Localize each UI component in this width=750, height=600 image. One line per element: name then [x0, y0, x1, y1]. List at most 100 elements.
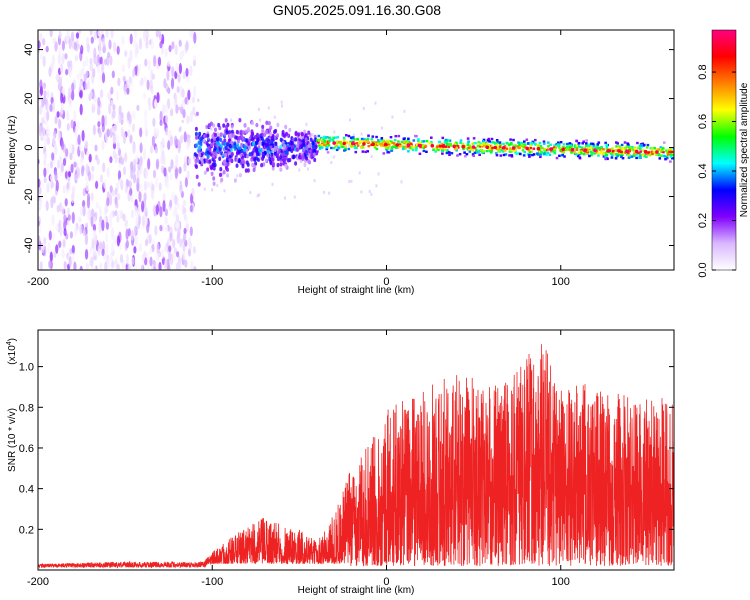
heatmap-cell [184, 176, 188, 188]
heatmap-cell [485, 149, 489, 153]
heatmap-cell [117, 147, 122, 157]
heatmap-cell [246, 126, 250, 132]
heatmap-cell [54, 41, 58, 50]
heatmap-cell [596, 144, 599, 147]
heatmap-cell [261, 141, 265, 146]
heatmap-cell [386, 139, 389, 142]
spectrogram-ytick-label: -40 [23, 238, 35, 254]
snr-scale-prefix: (x10 [7, 345, 18, 365]
heatmap-cell [100, 89, 104, 99]
heatmap-cell [140, 264, 144, 270]
heatmap-cell [121, 64, 125, 73]
heatmap-cell [223, 141, 227, 147]
heatmap-cell [78, 69, 83, 80]
heatmap-cell [222, 170, 226, 175]
heatmap-cell [177, 73, 181, 84]
snr-ylabel: SNR (10 * v/v) [7, 408, 18, 472]
heatmap-cell [156, 242, 160, 255]
heatmap-cell [366, 138, 369, 141]
heatmap-cell [589, 146, 593, 149]
heatmap-cell [62, 185, 66, 194]
heatmap-cell [536, 152, 539, 155]
heatmap-cell [330, 146, 333, 150]
heatmap-cell [436, 145, 439, 148]
heatmap-cell [260, 132, 264, 137]
heatmap-cell [112, 150, 116, 159]
heatmap-cell [224, 118, 228, 123]
heatmap-cell [527, 142, 530, 145]
heatmap-cell [636, 146, 640, 150]
heatmap-cell [136, 177, 140, 185]
heatmap-cell [350, 145, 353, 148]
heatmap-cell [294, 141, 296, 145]
heatmap-cell [212, 134, 215, 138]
heatmap-cell [316, 138, 319, 142]
heatmap-cell [527, 148, 531, 152]
heatmap-cell [325, 136, 328, 139]
heatmap-cell [493, 145, 498, 150]
heatmap-cell [74, 225, 78, 236]
heatmap-cell [347, 134, 351, 138]
heatmap-cell [54, 145, 58, 156]
heatmap-cell [328, 136, 332, 139]
heatmap-cell [383, 142, 388, 147]
heatmap-cell [404, 147, 407, 150]
heatmap-cell [90, 173, 94, 181]
heatmap-cell [151, 73, 155, 80]
heatmap-cell [172, 251, 176, 262]
heatmap-cell [164, 208, 168, 217]
heatmap-cell [437, 143, 441, 147]
heatmap-cell [209, 142, 213, 148]
heatmap-cell [170, 108, 174, 117]
heatmap-cell [79, 90, 83, 98]
heatmap-cell [211, 150, 214, 154]
heatmap-cell [115, 133, 119, 143]
heatmap-cell [181, 88, 185, 98]
heatmap-cell [482, 150, 485, 153]
heatmap-cell [362, 106, 365, 110]
heatmap-cell [610, 154, 614, 157]
heatmap-cell [530, 150, 533, 153]
heatmap-cell [236, 174, 239, 178]
heatmap-cell [98, 221, 102, 234]
heatmap-cell [546, 151, 550, 154]
heatmap-cell [617, 149, 621, 153]
heatmap-cell [141, 215, 146, 227]
heatmap-cell [43, 111, 47, 121]
heatmap-cell [205, 170, 208, 174]
heatmap-cell [219, 137, 223, 142]
heatmap-cell [272, 161, 275, 167]
heatmap-cell [162, 103, 166, 115]
heatmap-cell [256, 194, 259, 198]
heatmap-cell [38, 235, 41, 248]
heatmap-cell [274, 151, 277, 156]
heatmap-cell [195, 135, 199, 140]
heatmap-cell [49, 160, 54, 169]
heatmap-cell [85, 262, 89, 270]
heatmap-cell [344, 148, 347, 151]
heatmap-cell [621, 153, 624, 156]
heatmap-cell [165, 127, 169, 136]
heatmap-cell [74, 173, 78, 184]
heatmap-cell [570, 147, 575, 152]
heatmap-cell [116, 141, 120, 151]
heatmap-cell [624, 148, 627, 151]
heatmap-cell [237, 158, 241, 163]
heatmap-cell [50, 179, 54, 190]
heatmap-cell [374, 141, 378, 144]
heatmap-cell [636, 141, 639, 145]
heatmap-cell [93, 247, 97, 257]
heatmap-cell [121, 35, 125, 45]
heatmap-cell [413, 145, 416, 149]
heatmap-cell [385, 148, 389, 152]
snr-frame [37, 329, 675, 571]
heatmap-cell [104, 58, 108, 66]
heatmap-cell [68, 97, 72, 109]
heatmap-cell [538, 147, 542, 150]
heatmap-cell [455, 146, 458, 150]
heatmap-cell [381, 140, 385, 143]
heatmap-cell [174, 95, 178, 108]
heatmap-cell [210, 171, 214, 176]
heatmap-cell [566, 142, 569, 146]
